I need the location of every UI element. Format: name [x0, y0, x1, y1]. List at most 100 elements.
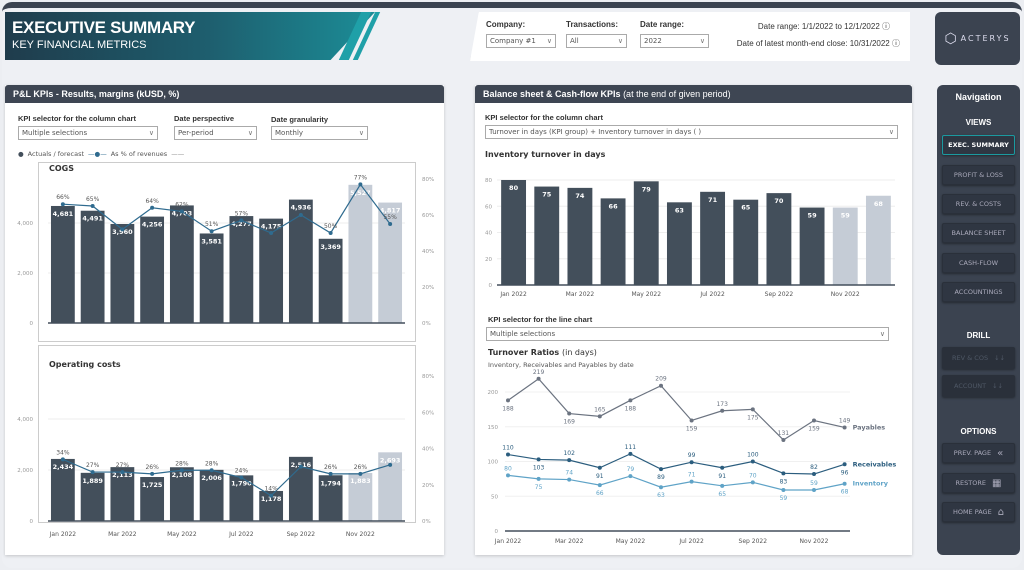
bar	[259, 490, 284, 521]
turnover-title-suffix: (in days)	[561, 348, 597, 357]
y2-tick-label: 20%	[422, 285, 434, 291]
legend-actuals: Actuals / forecast	[27, 150, 85, 158]
x-tick-label: Sep 2022	[739, 538, 768, 545]
x-tick-label: Nov 2022	[346, 531, 375, 538]
pct-label: 51%	[205, 221, 219, 228]
date-perspective-dropdown[interactable]: Per-period ∨	[174, 126, 257, 140]
prev-page-button[interactable]: PREV. PAGE «	[942, 443, 1015, 463]
pct-label: 14%	[264, 486, 278, 493]
series-point	[812, 418, 816, 423]
pct-point	[120, 227, 125, 232]
series-point	[750, 407, 755, 412]
point-label: 111	[625, 444, 637, 451]
series-point	[567, 458, 572, 463]
bar-value-label: 1,794	[320, 479, 341, 487]
bar-value-label: 4,277	[231, 220, 252, 228]
point-label: 91	[596, 473, 604, 480]
bar-value-label: 68	[874, 200, 884, 208]
series-label: Payables	[853, 423, 886, 431]
point-label: 80	[504, 465, 512, 472]
bar-value-label: 70	[774, 197, 784, 205]
bar-value-label: 74	[575, 192, 585, 200]
bar-value-label: 1,889	[82, 477, 103, 485]
nav-view-accountings[interactable]: ACCOUNTINGS	[942, 282, 1015, 302]
pct-point	[388, 222, 393, 226]
turnover-chart-title: Turnover Ratios (in days)	[488, 348, 597, 357]
y2-tick-label: 60%	[422, 213, 434, 219]
nav-view-rev-costs[interactable]: REV. & COSTS	[942, 194, 1015, 214]
bar	[199, 469, 224, 521]
pct-point	[209, 229, 214, 234]
y2-tick-label: 0%	[422, 321, 431, 327]
kpi-line-dropdown[interactable]: Multiple selections ∨	[486, 327, 889, 341]
x-tick-label: May 2022	[616, 538, 646, 545]
bar-value-label: 3,581	[201, 237, 222, 245]
options-heading: OPTIONS	[960, 427, 997, 436]
logo-text: ACTERYS	[960, 34, 1011, 43]
drill-account-button[interactable]: ACCOUNT ↓↓	[942, 375, 1015, 397]
info-icon[interactable]: ⓘ	[882, 22, 890, 31]
series-point	[842, 462, 847, 467]
pct-label: 66%	[56, 194, 70, 201]
nav-view-profit-loss[interactable]: PROFIT & LOSS	[942, 165, 1015, 185]
series-point	[659, 485, 663, 490]
pct-point	[60, 457, 65, 462]
y2-tick-label: 40%	[422, 447, 434, 453]
bar	[348, 472, 373, 521]
bar	[140, 477, 165, 521]
point-label: 131	[778, 430, 790, 437]
x-tick-label: Jan 2022	[49, 531, 77, 538]
home-icon: ⌂	[997, 506, 1005, 518]
series-point	[628, 451, 633, 456]
series-point	[628, 474, 633, 479]
company-dropdown[interactable]: Company #1 ∨	[486, 34, 556, 48]
series-point	[506, 452, 510, 457]
option-label: PREV. PAGE	[953, 449, 992, 457]
point-label: 82	[810, 464, 818, 471]
series-point	[567, 411, 572, 416]
nav-view-balance-sheet[interactable]: BALANCE SHEET	[942, 223, 1015, 243]
transactions-value: All	[570, 37, 579, 45]
series-point	[781, 471, 786, 476]
pct-point	[269, 231, 274, 235]
nav-view-cash-flow[interactable]: CASH-FLOW	[942, 253, 1015, 273]
x-tick-label: Nov 2022	[831, 291, 860, 298]
home-page-button[interactable]: HOME PAGE ⌂	[942, 502, 1015, 522]
drill-rev-cos-button[interactable]: REV & COS ↓↓	[942, 347, 1015, 369]
point-label: 66	[596, 490, 604, 497]
kpi-column-dropdown[interactable]: Turnover in days (KPI group) + Inventory…	[485, 125, 898, 139]
pct-label: 26%	[354, 464, 368, 471]
date-granularity-dropdown[interactable]: Monthly ∨	[271, 126, 368, 140]
transactions-dropdown[interactable]: All ∨	[566, 34, 627, 48]
pct-point	[90, 204, 95, 208]
kpi-column-value: Turnover in days (KPI group) + Inventory…	[489, 128, 702, 136]
bs-title-suffix: (at the end of given period)	[623, 89, 731, 99]
bar-value-label: 3,960	[112, 228, 133, 236]
series-point	[689, 479, 694, 484]
cogs-chart-title: COGS	[49, 164, 74, 173]
bar	[666, 202, 692, 285]
info-icon[interactable]: ⓘ	[892, 39, 900, 48]
series-label: Inventory	[853, 480, 889, 488]
kpi-selector-dropdown[interactable]: Multiple selections ∨	[18, 126, 158, 140]
kpi-selector-label: KPI selector for the column chart	[18, 114, 136, 123]
y2-tick-label: 80%	[422, 374, 434, 380]
bar-value-label: 1,178	[261, 495, 282, 503]
nav-view-exec-summary[interactable]: EXEC. SUMMARY	[942, 135, 1015, 155]
bar	[199, 233, 224, 323]
bar	[832, 207, 858, 285]
bar	[700, 191, 726, 285]
balance-sheet-panel: Balance sheet & Cash-flow KPIs (at the e…	[475, 85, 912, 555]
point-label: 99	[688, 452, 696, 459]
legend-line-icon: ——	[171, 150, 185, 158]
point-label: 169	[563, 419, 575, 426]
restore-button[interactable]: RESTORE ▦	[942, 473, 1015, 493]
series-point	[781, 437, 786, 442]
bar	[378, 202, 403, 323]
chevron-down-icon: ∨	[879, 330, 885, 338]
drill-arrows-icon: ↓↓	[994, 354, 1005, 362]
date-range-dropdown[interactable]: 2022 ∨	[640, 34, 709, 48]
opcost-chart-frame	[38, 345, 416, 523]
pct-point	[328, 471, 333, 476]
bar	[766, 193, 792, 285]
